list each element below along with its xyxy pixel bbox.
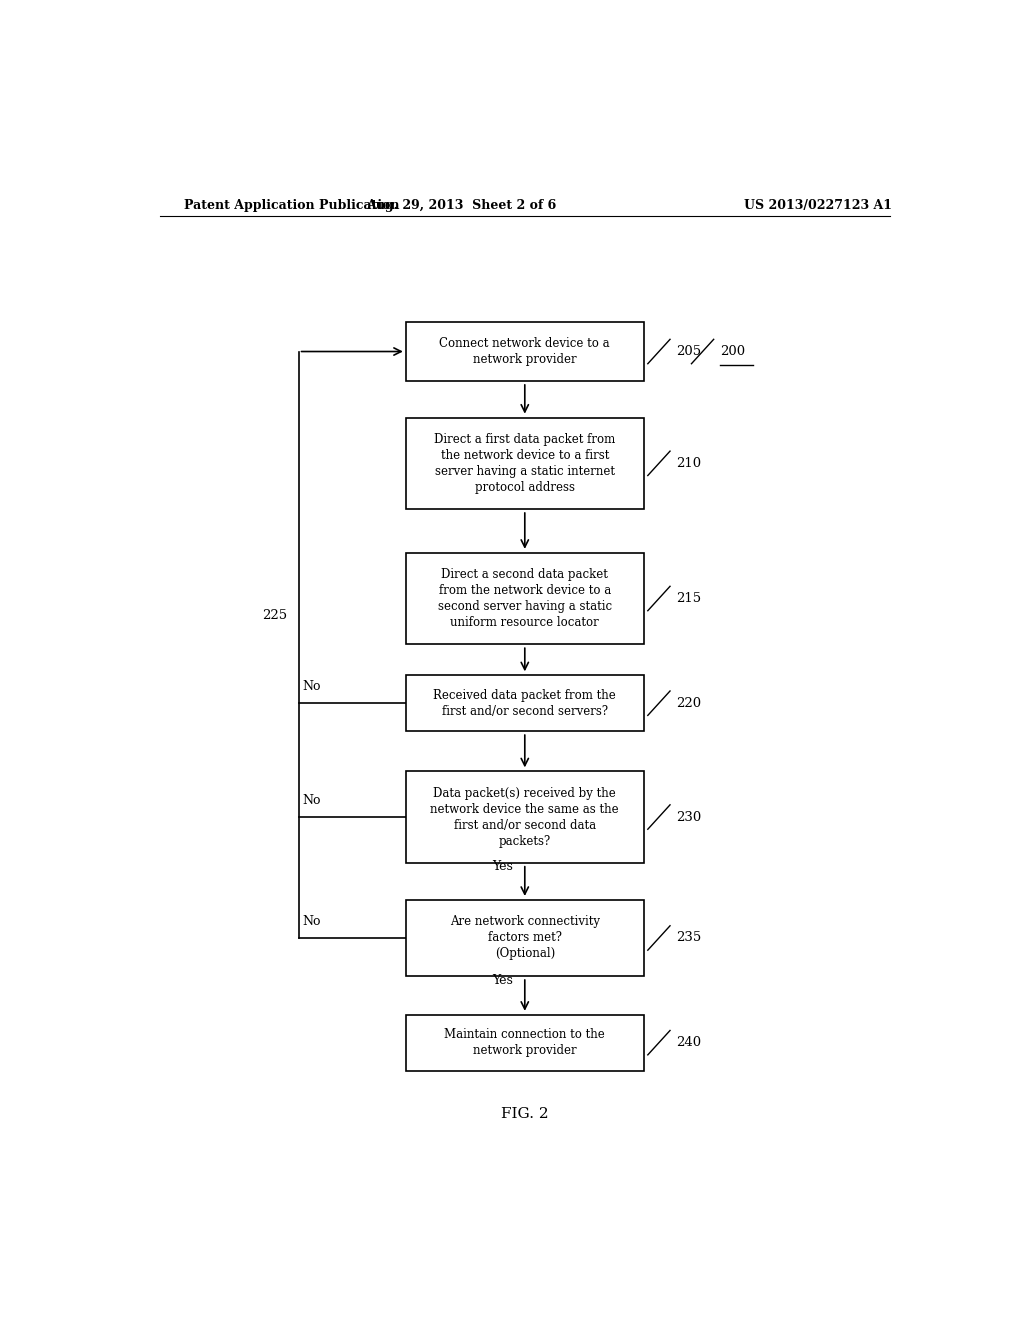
Text: 235: 235 <box>677 932 701 945</box>
Text: Yes: Yes <box>492 974 513 987</box>
Text: Connect network device to a
network provider: Connect network device to a network prov… <box>439 337 610 366</box>
Text: No: No <box>303 915 322 928</box>
Bar <box>406 771 644 863</box>
Text: 210: 210 <box>677 457 701 470</box>
Text: Received data packet from the
first and/or second servers?: Received data packet from the first and/… <box>433 689 616 718</box>
Bar <box>406 900 644 975</box>
Text: Patent Application Publication: Patent Application Publication <box>183 198 399 211</box>
Bar <box>406 676 644 731</box>
Bar <box>406 417 644 510</box>
Text: 215: 215 <box>677 591 701 605</box>
Text: 230: 230 <box>677 810 701 824</box>
Text: 200: 200 <box>720 345 745 358</box>
Text: No: No <box>303 793 322 807</box>
Text: Direct a first data packet from
the network device to a first
server having a st: Direct a first data packet from the netw… <box>434 433 615 494</box>
Text: 205: 205 <box>677 345 701 358</box>
Text: Direct a second data packet
from the network device to a
second server having a : Direct a second data packet from the net… <box>437 568 612 630</box>
Text: Are network connectivity
factors met?
(Optional): Are network connectivity factors met? (O… <box>450 916 600 961</box>
Bar <box>406 1015 644 1071</box>
Text: Data packet(s) received by the
network device the same as the
first and/or secon: Data packet(s) received by the network d… <box>430 787 620 847</box>
Text: 225: 225 <box>262 610 288 622</box>
Bar <box>406 322 644 381</box>
Text: 220: 220 <box>677 697 701 710</box>
Text: FIG. 2: FIG. 2 <box>501 1106 549 1121</box>
Text: Aug. 29, 2013  Sheet 2 of 6: Aug. 29, 2013 Sheet 2 of 6 <box>367 198 556 211</box>
Text: Yes: Yes <box>492 861 513 874</box>
Bar <box>406 553 644 644</box>
Text: 240: 240 <box>677 1036 701 1049</box>
Text: US 2013/0227123 A1: US 2013/0227123 A1 <box>744 198 893 211</box>
Text: No: No <box>303 680 322 693</box>
Text: Maintain connection to the
network provider: Maintain connection to the network provi… <box>444 1028 605 1057</box>
